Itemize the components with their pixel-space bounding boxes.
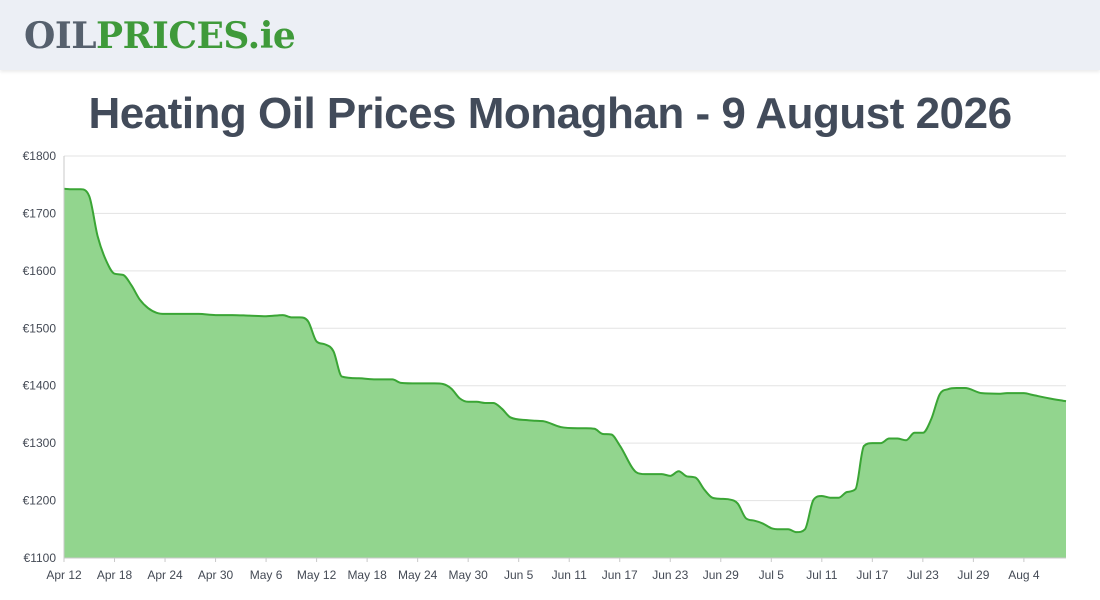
top-bar: OILPRICES.ie: [0, 0, 1100, 70]
x-tick-label: Jun 29: [703, 568, 739, 582]
x-tick-label: Apr 30: [198, 568, 234, 582]
price-area: [63, 187, 1067, 559]
x-tick-label: Apr 24: [147, 568, 183, 582]
x-tick-label: May 18: [347, 568, 387, 582]
y-tick-label: €1100: [24, 551, 57, 565]
x-tick-label: May 6: [250, 568, 283, 582]
y-tick-label: €1400: [23, 379, 57, 393]
x-tick-label: Jul 29: [957, 568, 989, 582]
y-tick-label: €1200: [23, 494, 57, 508]
x-tick-label: Apr 12: [46, 568, 82, 582]
x-tick-label: Jul 5: [759, 568, 785, 582]
x-tick-label: May 12: [297, 568, 337, 582]
x-axis-ticks: Apr 12 Apr 18 Apr 24 Apr 30 May 6 May 12 May 1…: [46, 558, 1040, 582]
x-tick-label: Jul 11: [806, 568, 837, 582]
x-tick-label: Jun 11: [552, 568, 587, 582]
y-tick-label: €1600: [23, 264, 57, 278]
x-tick-label: May 30: [448, 568, 488, 582]
x-tick-label: Aug 4: [1008, 568, 1040, 582]
logo-text-oil: OIL: [24, 15, 97, 57]
axes: [63, 156, 1066, 559]
price-line: [63, 187, 1067, 534]
x-tick-label: Apr 18: [97, 568, 133, 582]
x-tick-label: Jul 17: [856, 568, 888, 582]
price-area-fill: [64, 188, 1066, 559]
site-logo[interactable]: OILPRICES.ie: [24, 14, 296, 58]
page-title: Heating Oil Prices Monaghan - 9 August 2…: [88, 89, 1012, 138]
y-tick-label: €1700: [23, 206, 57, 220]
x-tick-label: Jun 17: [602, 568, 638, 582]
x-tick-label: Jul 23: [907, 568, 939, 582]
x-tick-label: Jun 23: [652, 568, 688, 582]
logo-text-ie: .ie: [247, 15, 296, 57]
logo-text-prices: PRICES: [96, 15, 248, 57]
x-tick-label: Jun 5: [504, 568, 534, 582]
y-tick-label: €1300: [23, 436, 57, 450]
x-tick-label: May 24: [398, 568, 438, 582]
y-axis-ticks: €1100 €1200 €1300 €1400 €1500 €1600 €1700 €1800: [23, 149, 57, 565]
y-tick-label: €1800: [23, 149, 57, 163]
y-tick-label: €1500: [23, 321, 57, 335]
